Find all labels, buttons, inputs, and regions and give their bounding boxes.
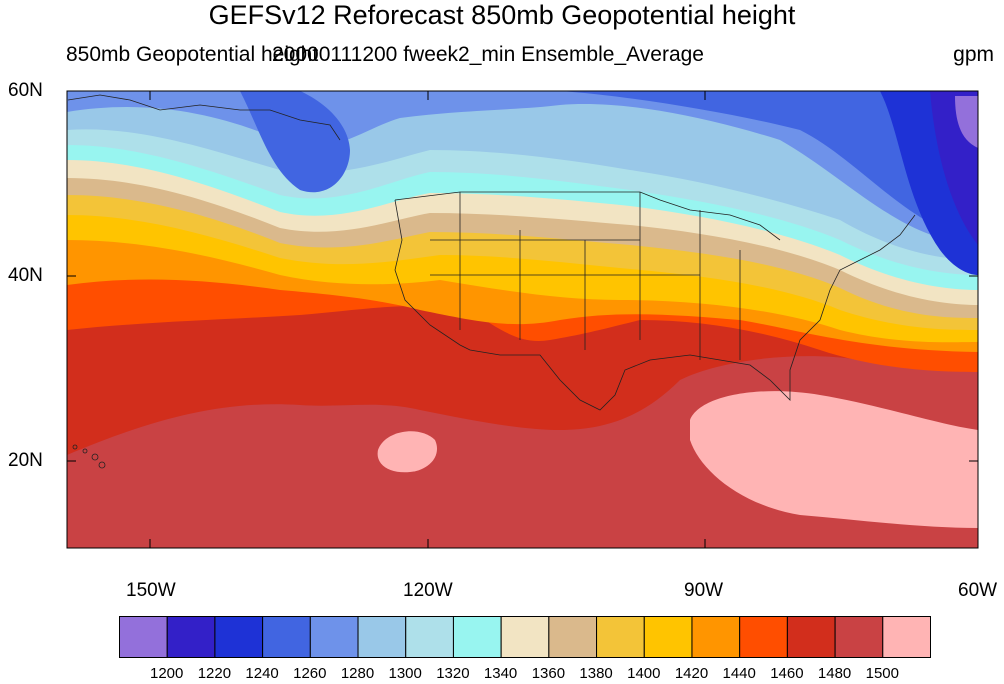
colorbar-tick-label: 1240	[245, 665, 279, 682]
colorbar-tick-label: 1260	[293, 665, 327, 682]
units-label: gpm	[953, 43, 994, 66]
colorbar-swatch	[643, 616, 693, 658]
colorbar-tick-label: 1420	[674, 665, 709, 682]
colorbar-swatch	[309, 616, 359, 658]
colorbar-swatch	[786, 616, 836, 658]
map-title: GEFSv12 Reforecast 850mb Geopotential he…	[208, 0, 796, 30]
contour-fill	[67, 91, 978, 548]
colorbar-tick-label: 1500	[865, 665, 899, 682]
colorbar-tick-label: 1480	[817, 665, 852, 682]
colorbar-tick-label: 1280	[340, 665, 375, 682]
colorbar-swatch	[214, 616, 264, 658]
variable-label: 850mb Geopotential height	[66, 43, 319, 66]
colorbar-swatch	[882, 616, 931, 658]
lon-label-90w: 90W	[684, 580, 724, 601]
colorbar-swatch	[691, 616, 741, 658]
lon-label-120w: 120W	[403, 580, 453, 601]
colorbar-tick-label: 1200	[150, 665, 184, 682]
colorbar-swatch	[119, 616, 168, 658]
colorbar-tick-label: 1220	[197, 665, 232, 682]
colorbar-tick-label: 1340	[483, 665, 518, 682]
colorbar-swatch	[548, 616, 598, 658]
lat-label-60n: 60N	[8, 80, 43, 101]
colorbar-swatch	[500, 616, 550, 658]
colorbar-swatch	[834, 616, 884, 658]
lat-label-40n: 40N	[8, 265, 43, 286]
tick-marks	[67, 90, 978, 548]
colorbar-tick-label: 1460	[770, 665, 804, 682]
colorbar-swatch	[405, 616, 454, 658]
hawaii-islands	[72, 444, 106, 469]
colorbar-tick-label: 1320	[436, 665, 470, 682]
colorbar-swatch	[262, 616, 311, 658]
colorbar-tick-label: 1400	[627, 665, 661, 682]
map-frame	[66, 90, 979, 549]
colorbar-swatch	[357, 616, 407, 658]
lon-label-150w: 150W	[126, 580, 176, 601]
colorbar-tick-label: 1360	[531, 665, 566, 682]
lat-label-20n: 20N	[8, 450, 43, 471]
lon-label-60w: 60W	[958, 580, 998, 601]
colorbar-swatch	[596, 616, 645, 658]
colorbar-swatch	[739, 616, 788, 658]
colorbar-swatch	[452, 616, 502, 658]
coastline	[67, 94, 916, 411]
colorbar-tick-label: 1440	[722, 665, 756, 682]
colorbar-tick-label: 1380	[579, 665, 613, 682]
colorbar-swatch	[166, 616, 216, 658]
colorbar-tick-label: 1300	[388, 665, 422, 682]
colorbar	[119, 616, 931, 658]
run-label: 20000111200 fweek2_min Ensemble_Average	[272, 43, 704, 66]
